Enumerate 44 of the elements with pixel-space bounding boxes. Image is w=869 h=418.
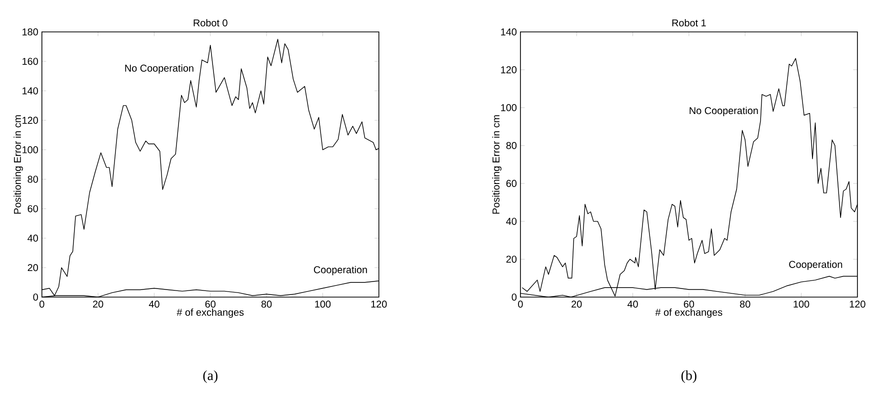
x-tick-label: 40 — [627, 300, 638, 308]
y-tick-label: 160 — [22, 58, 38, 66]
y-tick-label: 140 — [22, 87, 38, 94]
series-label: Cooperation — [314, 266, 367, 276]
y-tick-label: 120 — [501, 66, 517, 74]
y-tick-label: 40 — [28, 234, 38, 242]
series-label: No Cooperation — [125, 64, 194, 74]
chart-title: Robot 0 — [194, 19, 228, 27]
text: (a) — [203, 370, 218, 384]
y-tick-label: 60 — [28, 205, 38, 212]
x-tick-label: 0 — [518, 300, 523, 308]
y-tick-label: 20 — [506, 256, 517, 263]
y-tick-label: 40 — [506, 218, 517, 225]
x-tick-label: 60 — [205, 300, 216, 308]
y-tick-label: 80 — [506, 142, 517, 150]
x-tick-label: 20 — [93, 300, 104, 308]
y-tick-label: 140 — [501, 28, 517, 36]
x-axis-title: # of exchanges — [176, 308, 244, 318]
x-tick-label: 60 — [684, 300, 694, 308]
x-tick-label: 20 — [572, 300, 582, 308]
y-tick-label: 100 — [501, 104, 517, 112]
y-tick-label: 80 — [28, 176, 38, 183]
x-tick-label: 0 — [40, 300, 44, 308]
x-tick-label: 120 — [371, 300, 387, 308]
series-label: Cooperation — [789, 260, 842, 270]
x-tick-label: 40 — [148, 300, 160, 308]
x-tick-label: 80 — [261, 300, 272, 308]
series-label: No Cooperation — [690, 106, 758, 116]
y-tick-label: 0 — [33, 294, 38, 301]
x-axis-title: # of exchanges — [655, 308, 722, 318]
x-tick-label: 120 — [850, 300, 866, 308]
x-tick-label: 100 — [794, 300, 810, 308]
y-axis-title: Positioning Error in cm — [492, 115, 502, 214]
x-tick-label: 80 — [740, 300, 750, 308]
x-tick-label: 100 — [315, 300, 331, 308]
y-axis-title: Positioning Error in cm — [14, 115, 23, 214]
y-tick-label: 20 — [28, 264, 38, 272]
y-tick-label: 60 — [506, 180, 517, 188]
y-tick-label: 180 — [22, 28, 38, 36]
y-tick-label: 0 — [512, 294, 517, 301]
y-tick-label: 120 — [22, 116, 38, 124]
y-tick-label: 100 — [22, 146, 38, 154]
chart-title: Robot 1 — [672, 19, 706, 27]
text: (b) — [681, 370, 696, 384]
